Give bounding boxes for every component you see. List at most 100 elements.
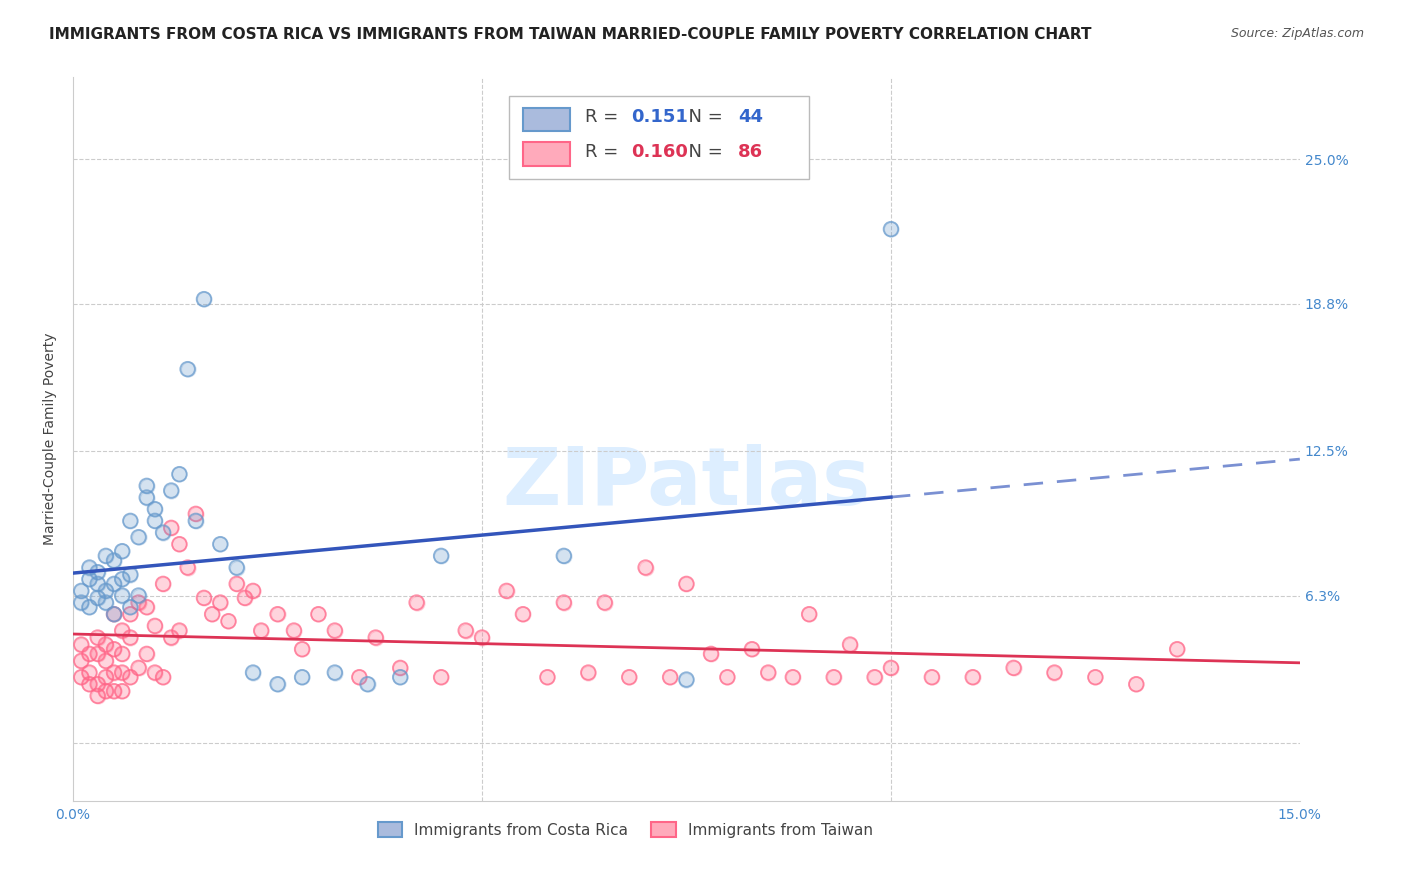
Point <box>356 677 378 691</box>
Point <box>675 673 697 687</box>
Point <box>1084 670 1107 684</box>
Point <box>79 665 101 680</box>
Point <box>634 560 657 574</box>
Point <box>86 677 108 691</box>
Point <box>94 684 117 698</box>
Text: ZIPatlas: ZIPatlas <box>502 443 870 522</box>
Text: R =: R = <box>585 108 624 127</box>
Point <box>209 595 232 609</box>
Point <box>716 670 738 684</box>
Point <box>120 600 142 615</box>
Point <box>283 624 305 638</box>
Point <box>111 684 134 698</box>
Point <box>70 595 93 609</box>
Point <box>160 521 183 535</box>
Text: R =: R = <box>585 143 624 161</box>
Point <box>86 647 108 661</box>
Point <box>619 670 641 684</box>
Point <box>782 670 804 684</box>
Point <box>94 670 117 684</box>
Text: N =: N = <box>676 143 728 161</box>
Point <box>86 565 108 579</box>
Point <box>128 589 150 603</box>
Point <box>863 670 886 684</box>
Point <box>201 607 224 622</box>
Point <box>120 567 142 582</box>
Point <box>79 572 101 586</box>
Point <box>128 661 150 675</box>
Point <box>250 624 273 638</box>
Point <box>86 689 108 703</box>
Point <box>225 560 247 574</box>
Point <box>152 577 174 591</box>
Point <box>79 560 101 574</box>
Point <box>349 670 371 684</box>
Point <box>143 502 166 516</box>
Point <box>242 665 264 680</box>
Point <box>94 638 117 652</box>
Point <box>291 642 314 657</box>
Point <box>454 624 477 638</box>
Point <box>79 677 101 691</box>
Point <box>86 631 108 645</box>
Point <box>111 589 134 603</box>
Point <box>120 514 142 528</box>
Point <box>86 591 108 605</box>
Point <box>160 483 183 498</box>
Point <box>169 467 191 482</box>
Point <box>430 670 453 684</box>
Point <box>266 607 288 622</box>
Point <box>94 549 117 563</box>
Point <box>160 631 183 645</box>
Point <box>266 677 288 691</box>
Point <box>103 607 125 622</box>
Point <box>120 670 142 684</box>
Point <box>700 647 723 661</box>
Point <box>86 689 108 703</box>
Point <box>152 525 174 540</box>
Point <box>70 595 93 609</box>
Point <box>823 670 845 684</box>
Point <box>430 670 453 684</box>
Point <box>120 631 142 645</box>
Point <box>135 600 157 615</box>
Point <box>291 670 314 684</box>
Point <box>135 647 157 661</box>
Point <box>242 583 264 598</box>
Point <box>94 670 117 684</box>
Point <box>193 292 215 306</box>
Point <box>135 479 157 493</box>
Point <box>349 670 371 684</box>
Point <box>225 577 247 591</box>
Point <box>128 595 150 609</box>
Point <box>512 607 534 622</box>
Point <box>593 595 616 609</box>
Point <box>184 507 207 521</box>
Point <box>128 530 150 544</box>
Point <box>103 684 125 698</box>
Point <box>266 607 288 622</box>
Point <box>103 607 125 622</box>
FancyBboxPatch shape <box>523 108 569 131</box>
Point <box>94 684 117 698</box>
Point <box>405 595 427 609</box>
Point <box>823 670 845 684</box>
Point <box>111 665 134 680</box>
Point <box>111 647 134 661</box>
Point <box>169 537 191 551</box>
Point <box>176 560 198 574</box>
Point <box>152 670 174 684</box>
Point <box>176 560 198 574</box>
Point <box>128 595 150 609</box>
Point <box>143 514 166 528</box>
Point <box>135 647 157 661</box>
Point <box>218 614 240 628</box>
Point <box>209 537 232 551</box>
Point <box>307 607 329 622</box>
Point <box>675 577 697 591</box>
Point <box>536 670 558 684</box>
Point <box>184 507 207 521</box>
Point <box>79 572 101 586</box>
Point <box>103 553 125 567</box>
Point <box>79 677 101 691</box>
